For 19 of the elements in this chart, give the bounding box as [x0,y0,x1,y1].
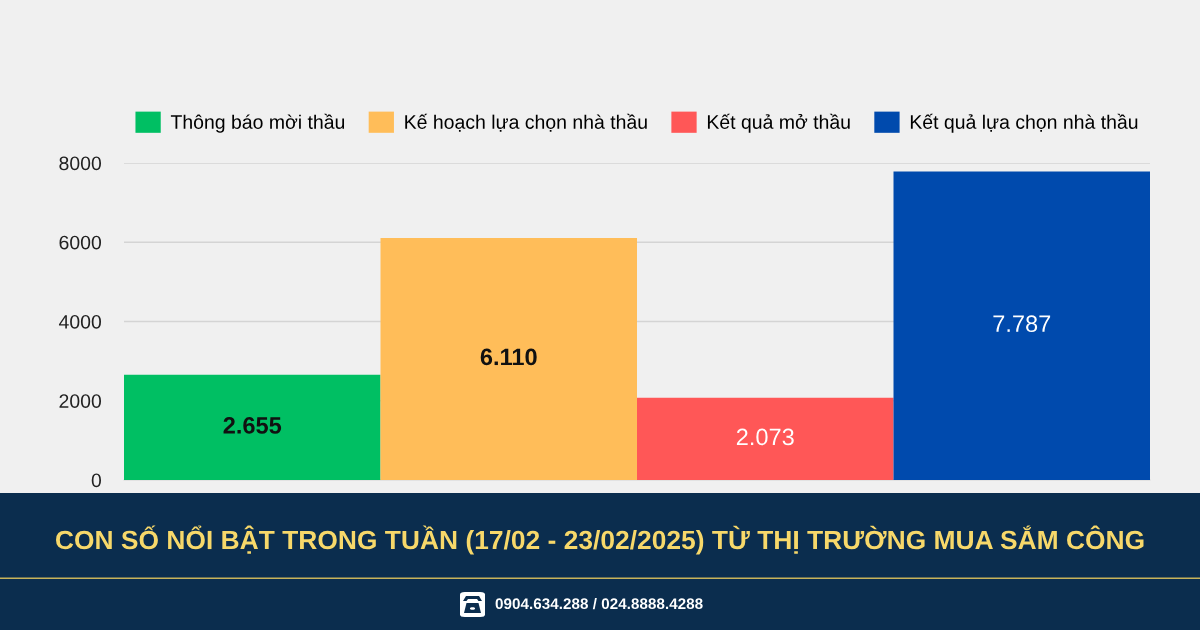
text: 0904.634.288 / 024.8888.4288 [495,597,703,610]
data-label: 2.655 [223,417,282,434]
y-tick-label: 4000 [58,314,102,329]
legend-label: Kết quả lựa chọn nhà thầu [910,113,1138,133]
bar [893,171,1150,480]
y-tick-label: 6000 [59,235,102,250]
y-tick-label: 2000 [59,394,102,408]
bar [637,397,894,480]
data-label: 2.073 [736,428,794,446]
data-label: 7.787 [993,315,1051,333]
bar [124,374,381,480]
text: CON SỐ NỔI BẬT TRONG TUẦN (17/02 - 23/02/2025) TỪ THỊ TRƯỜNG MUA SẮM CÔNG [56,525,1144,555]
legend-label: Kết quả mở thầu [707,113,850,133]
y-tick-label: 8000 [59,156,102,171]
bar [380,237,637,480]
legend-label: Thông báo mời thầu [170,113,345,133]
data-label: 6.110 [480,348,537,366]
y-tick-label: 0 [91,473,102,488]
legend-label: Kế hoạch lựa chọn nhà thầu [405,113,647,132]
